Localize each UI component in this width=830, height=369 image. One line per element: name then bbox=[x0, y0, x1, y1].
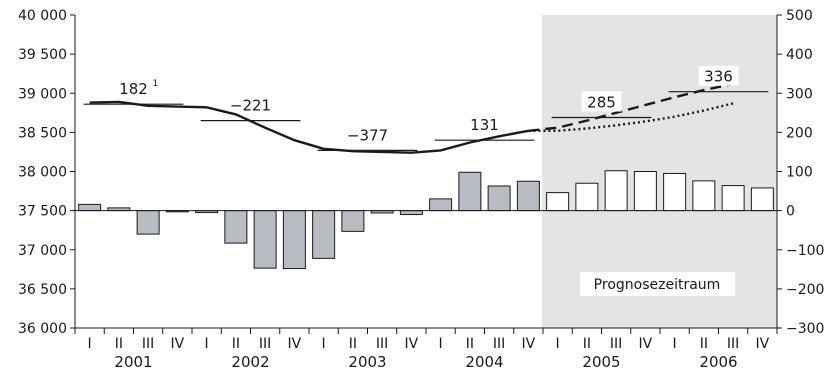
left-tick-label-8: 40 000 bbox=[18, 8, 67, 24]
quarter-label-5: II bbox=[232, 336, 240, 352]
quarter-label-8: I bbox=[322, 336, 326, 352]
annual-label-2002: −221 bbox=[230, 97, 271, 115]
right-tick-label-7: 400 bbox=[786, 47, 813, 63]
quarter-label-19: IV bbox=[639, 336, 653, 352]
quarter-label-3: IV bbox=[171, 336, 185, 352]
annual-label-2004: 131 bbox=[470, 116, 499, 134]
left-tick-label-3: 37 500 bbox=[18, 204, 67, 220]
right-tick-label-0: −300 bbox=[786, 321, 824, 337]
bar-2 bbox=[136, 210, 160, 235]
bar-14 bbox=[487, 185, 511, 212]
left-tick-label-7: 39 500 bbox=[18, 47, 67, 63]
left-tick-label-5: 38 500 bbox=[18, 125, 67, 141]
annual-label-2005: 285 bbox=[587, 94, 616, 112]
annual-label-bg-2006 bbox=[698, 65, 739, 86]
bar-18 bbox=[604, 170, 628, 212]
quarter-label-1: II bbox=[115, 336, 123, 352]
quarter-label-2: III bbox=[142, 336, 154, 352]
bar-7 bbox=[282, 210, 306, 270]
bar-6 bbox=[253, 210, 277, 269]
quarter-label-6: III bbox=[259, 336, 271, 352]
right-tick-label-1: −200 bbox=[786, 282, 824, 298]
annual-label-sup-2001: 1 bbox=[153, 79, 159, 89]
year-label-3: 2004 bbox=[465, 353, 503, 369]
quarter-label-16: I bbox=[556, 336, 560, 352]
quarter-label-23: IV bbox=[756, 336, 770, 352]
right-tick-label-3: 0 bbox=[786, 204, 795, 220]
quarter-label-22: III bbox=[727, 336, 739, 352]
bar-9 bbox=[341, 210, 365, 232]
year-label-4: 2005 bbox=[582, 353, 620, 369]
annual-label-bg-2005 bbox=[581, 91, 622, 112]
left-tick-label-4: 38 000 bbox=[18, 165, 67, 181]
left-tick-label-2: 37 000 bbox=[18, 243, 67, 259]
quarter-label-17: II bbox=[583, 336, 591, 352]
annual-change-annotations: 182 1 −221 −377 131 285 336 bbox=[83, 65, 769, 151]
year-label-2: 2003 bbox=[348, 353, 386, 369]
bar-19 bbox=[633, 171, 657, 212]
x-axis-labels: I II III IV I II III IV I II III IV I II III IV I II III IV… bbox=[74, 328, 778, 369]
annual-label-2006: 336 bbox=[704, 68, 733, 86]
bar-8 bbox=[312, 210, 336, 259]
quarter-label-14: III bbox=[493, 336, 505, 352]
quarter-label-7: IV bbox=[288, 336, 302, 352]
annual-label-2001: 182 bbox=[119, 80, 148, 98]
bar-11 bbox=[399, 210, 423, 216]
bar-20 bbox=[663, 172, 687, 212]
bar-21 bbox=[692, 180, 716, 212]
bars bbox=[78, 170, 774, 270]
annual-label-2003: −377 bbox=[347, 126, 388, 144]
right-tick-label-6: 300 bbox=[786, 86, 813, 102]
bar-15 bbox=[516, 180, 540, 212]
quarter-label-9: II bbox=[349, 336, 357, 352]
quarter-label-13: II bbox=[466, 336, 474, 352]
quarter-label-21: II bbox=[700, 336, 708, 352]
year-label-5: 2006 bbox=[699, 353, 737, 369]
bar-17 bbox=[575, 182, 599, 212]
right-tick-label-2: −100 bbox=[786, 243, 824, 259]
quarter-label-0: I bbox=[88, 336, 92, 352]
right-tick-label-5: 200 bbox=[786, 125, 813, 141]
bar-12 bbox=[429, 198, 453, 212]
bar-16 bbox=[546, 192, 570, 212]
forecast-label-group: Prognosezeitraum bbox=[580, 272, 735, 296]
series-line-actual bbox=[89, 100, 529, 154]
quarter-label-11: IV bbox=[405, 336, 419, 352]
bar-0 bbox=[78, 203, 102, 212]
left-tick-label-0: 36 000 bbox=[18, 321, 67, 337]
quarter-label-4: I bbox=[205, 336, 209, 352]
bar-13 bbox=[458, 171, 482, 212]
quarter-label-10: III bbox=[376, 336, 388, 352]
forecast-label-box bbox=[580, 272, 735, 296]
bar-23 bbox=[750, 187, 774, 212]
bar-22 bbox=[721, 185, 745, 212]
right-tick-label-8: 500 bbox=[786, 8, 813, 24]
right-tick-label-4: 100 bbox=[786, 165, 813, 181]
quarter-label-20: I bbox=[673, 336, 677, 352]
year-label-0: 2001 bbox=[114, 353, 152, 369]
year-label-1: 2002 bbox=[231, 353, 269, 369]
quarter-label-15: IV bbox=[522, 336, 536, 352]
quarter-label-18: III bbox=[610, 336, 622, 352]
left-tick-label-1: 36 500 bbox=[18, 282, 67, 298]
bar-5 bbox=[224, 210, 248, 244]
forecast-label: Prognosezeitraum bbox=[594, 277, 721, 293]
left-tick-label-6: 39 000 bbox=[18, 86, 67, 102]
quarter-label-12: I bbox=[439, 336, 443, 352]
